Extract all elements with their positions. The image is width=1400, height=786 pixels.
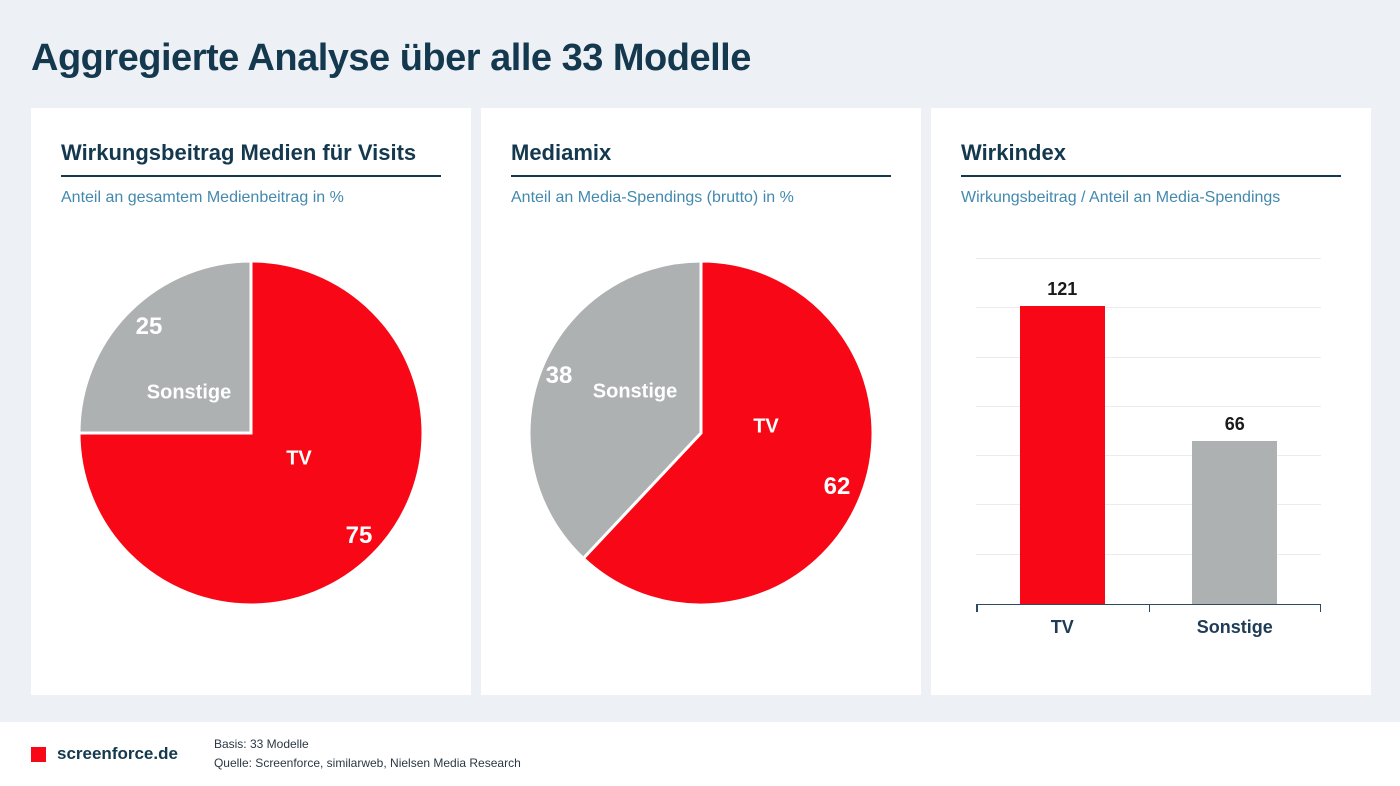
quelle-text: Quelle: Screenforce, similarweb, Nielsen… (213, 756, 521, 770)
bar-value-sonstige: 66 (1224, 414, 1245, 435)
bar-slot-tv: 121 (976, 259, 1149, 604)
panel-title-mediamix: Mediamix (511, 140, 891, 177)
pie-slice-label-sonstige: Sonstige (146, 381, 232, 404)
panel-subtitle-wirkindex: Wirkungsbeitrag / Anteil an Media-Spendi… (961, 189, 1281, 206)
gridline (976, 405, 1321, 407)
pie-slice-label-tv: TV (286, 447, 312, 470)
panel-subtitle-wirkungsbeitrag: Anteil an gesamtem Medienbeitrag in % (61, 189, 344, 206)
footer: screenforce.de Basis: 33 Modelle Quelle:… (0, 722, 1400, 786)
panels-row: Wirkungsbeitrag Medien für Visits Anteil… (31, 108, 1371, 695)
pie-slice-value-tv: 75 (345, 522, 373, 549)
bar-slots: 121 66 (976, 259, 1321, 604)
x-axis (976, 604, 1321, 612)
gridline (976, 553, 1321, 555)
x-axis-tick-left (976, 605, 978, 612)
panel-title-wirkungsbeitrag: Wirkungsbeitrag Medien für Visits (61, 140, 441, 177)
basis-text: Basis: 33 Modelle (213, 737, 309, 752)
bar-chart-wirkindex: 121 66 TV Sonstige (961, 258, 1341, 638)
bar-tv (1019, 305, 1105, 604)
pie-slice-label-sonstige: Sonstige (592, 380, 678, 403)
page-header: Aggregierte Analyse über alle 33 Modelle (0, 0, 1400, 80)
gridline (976, 455, 1321, 457)
pie-slice-value-tv: 62 (823, 473, 851, 500)
pie-svg-mediamix (527, 259, 875, 607)
category-label-tv: TV (1050, 617, 1074, 637)
bar-plot: 121 66 (976, 258, 1321, 604)
pie-slice-label-tv: TV (753, 415, 779, 438)
gridline (976, 504, 1321, 506)
x-axis-tick-right (1319, 605, 1321, 612)
panel-wirkungsbeitrag: Wirkungsbeitrag Medien für Visits Anteil… (31, 108, 471, 695)
bar-sonstige (1192, 441, 1278, 604)
gridline (976, 258, 1321, 259)
gridline (976, 356, 1321, 358)
brand-text: screenforce.de (57, 744, 178, 763)
source-note: Basis: 33 Modelle Quelle: Screenforce, s… (214, 735, 521, 772)
pie-chart-wirkungsbeitrag: 25 Sonstige TV 75 (77, 259, 425, 607)
category-label-sonstige: Sonstige (1196, 617, 1273, 637)
panel-wirkindex: Wirkindex Wirkungsbeitrag / Anteil an Me… (931, 108, 1371, 695)
bar-value-tv: 121 (1047, 278, 1078, 299)
gridline (976, 307, 1321, 309)
panel-subtitle-mediamix: Anteil an Media-Spendings (brutto) in % (511, 189, 794, 206)
pie-chart-mediamix: 38 Sonstige TV 62 (527, 259, 875, 607)
screenforce-logo-icon (31, 746, 46, 762)
panel-mediamix: Mediamix Anteil an Media-Spendings (brut… (481, 108, 921, 695)
panel-title-wirkindex: Wirkindex (961, 140, 1341, 177)
pie-svg-wirkungsbeitrag (77, 259, 425, 607)
page-title: Aggregierte Analyse über alle 33 Modelle (31, 37, 751, 79)
pie-slice-value-sonstige: 25 (135, 313, 163, 340)
bar-slot-sonstige: 66 (1149, 259, 1322, 604)
x-axis-tick-mid (1148, 605, 1150, 612)
x-axis-labels: TV Sonstige (976, 617, 1321, 638)
pie-slice-value-sonstige: 38 (545, 362, 573, 389)
